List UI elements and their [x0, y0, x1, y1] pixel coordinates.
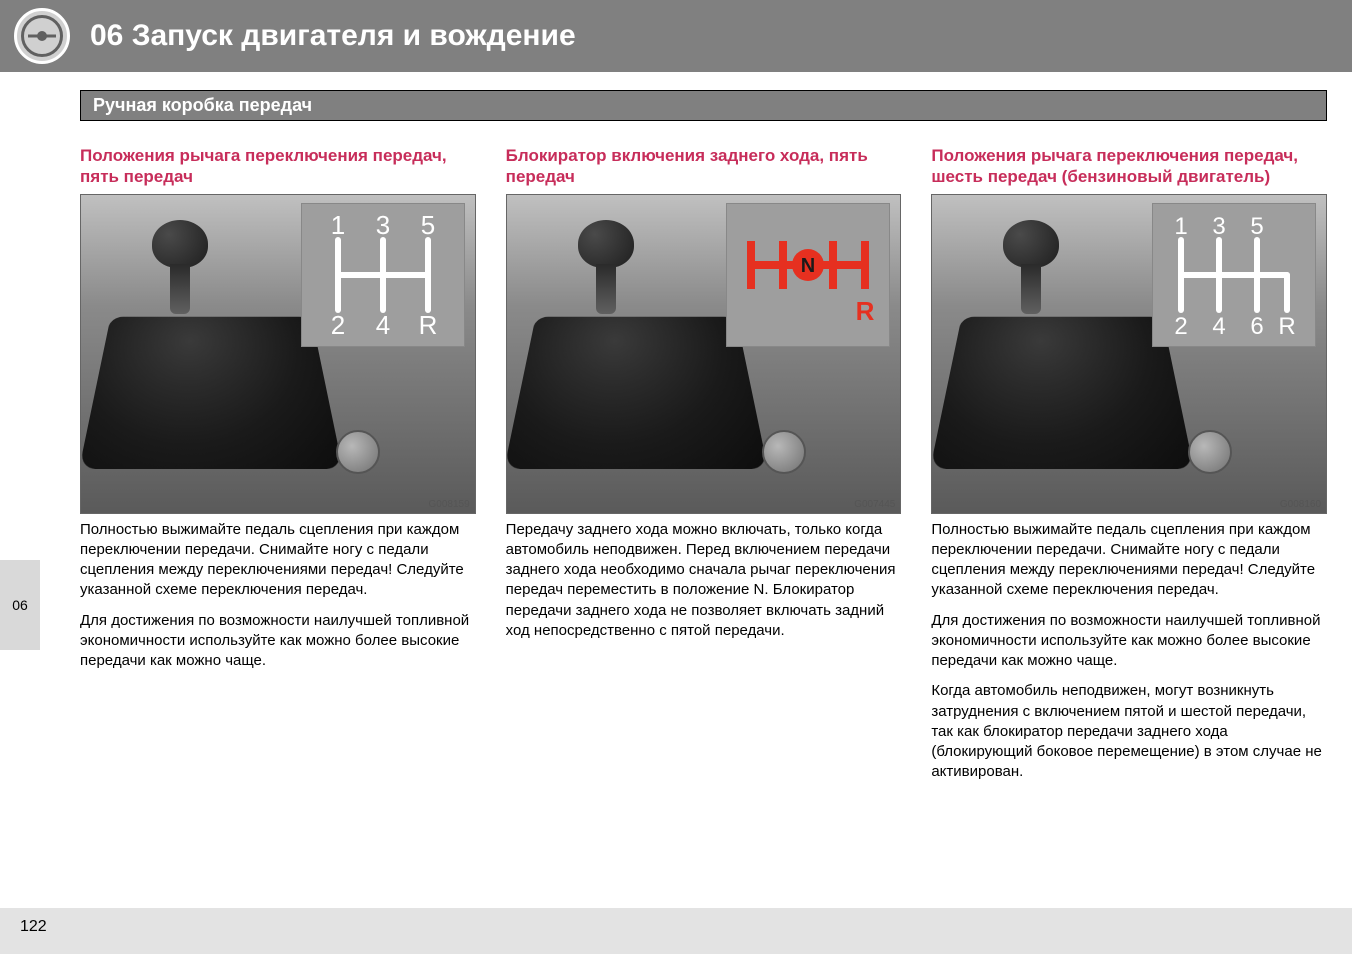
col3-image-code: G008160	[1280, 499, 1321, 510]
col1-image-code: G008159	[429, 499, 470, 510]
chapter-title: 06 Запуск двигателя и вождение	[90, 19, 576, 53]
col2-p1: Передачу заднего хода можно включать, то…	[506, 520, 902, 642]
col3-p2: Для достижения по возможности наилучшей …	[931, 611, 1327, 672]
col2-text: Передачу заднего хода можно включать, то…	[506, 520, 902, 642]
gear-pattern-6speed: 1 3 5 2 4 6 R	[1152, 203, 1316, 347]
side-chapter-tab: 06	[0, 560, 40, 650]
gear-pattern-5speed: 1 3 5 2 4 R	[301, 203, 465, 347]
svg-text:3: 3	[1212, 213, 1225, 240]
svg-text:6: 6	[1250, 313, 1263, 340]
svg-text:3: 3	[375, 210, 389, 240]
svg-text:R: R	[1278, 313, 1295, 340]
svg-text:5: 5	[1250, 213, 1263, 240]
side-tab-number: 06	[12, 597, 28, 613]
col3-title: Положения рычага переключения передач, ш…	[931, 145, 1327, 188]
column-3: Положения рычага переключения передач, ш…	[931, 145, 1327, 793]
col1-figure: 1 3 5 2 4 R G008159	[80, 194, 476, 514]
col1-p1: Полностью выжимайте педаль сцепления при…	[80, 520, 476, 601]
svg-text:2: 2	[330, 310, 344, 340]
column-1: Положения рычага переключения передач, п…	[80, 145, 476, 793]
chapter-header: 06 Запуск двигателя и вождение	[0, 0, 1352, 72]
page-number: 122	[20, 918, 47, 936]
col3-text: Полностью выжимайте педаль сцепления при…	[931, 520, 1327, 783]
column-2: Блокиратор включения заднего хода, пять …	[506, 145, 902, 793]
col3-figure: 1 3 5 2 4 6 R G008160	[931, 194, 1327, 514]
col1-text: Полностью выжимайте педаль сцепления при…	[80, 520, 476, 672]
svg-text:5: 5	[420, 210, 434, 240]
col2-image-code: G007445	[854, 499, 895, 510]
col1-p2: Для достижения по возможности наилучшей …	[80, 611, 476, 672]
svg-text:4: 4	[375, 310, 389, 340]
col2-figure: N R G007445	[506, 194, 902, 514]
col3-p1: Полностью выжимайте педаль сцепления при…	[931, 520, 1327, 601]
section-header: Ручная коробка передач	[80, 90, 1327, 121]
steering-wheel-icon	[14, 8, 70, 64]
footer-stripe	[0, 908, 1352, 954]
section-title: Ручная коробка передач	[93, 95, 1314, 116]
col2-title: Блокиратор включения заднего хода, пять …	[506, 145, 902, 188]
svg-text:1: 1	[330, 210, 344, 240]
content-columns: Положения рычага переключения передач, п…	[0, 121, 1352, 793]
svg-text:4: 4	[1212, 313, 1225, 340]
col1-title: Положения рычага переключения передач, п…	[80, 145, 476, 188]
svg-text:1: 1	[1174, 213, 1187, 240]
svg-text:N: N	[801, 255, 815, 277]
svg-text:2: 2	[1174, 313, 1187, 340]
svg-text:R: R	[856, 296, 875, 326]
svg-text:R: R	[418, 310, 437, 340]
gear-pattern-reverse-lock: N R	[726, 203, 890, 347]
col3-p3: Когда автомобиль неподвижен, могут возни…	[931, 681, 1327, 782]
